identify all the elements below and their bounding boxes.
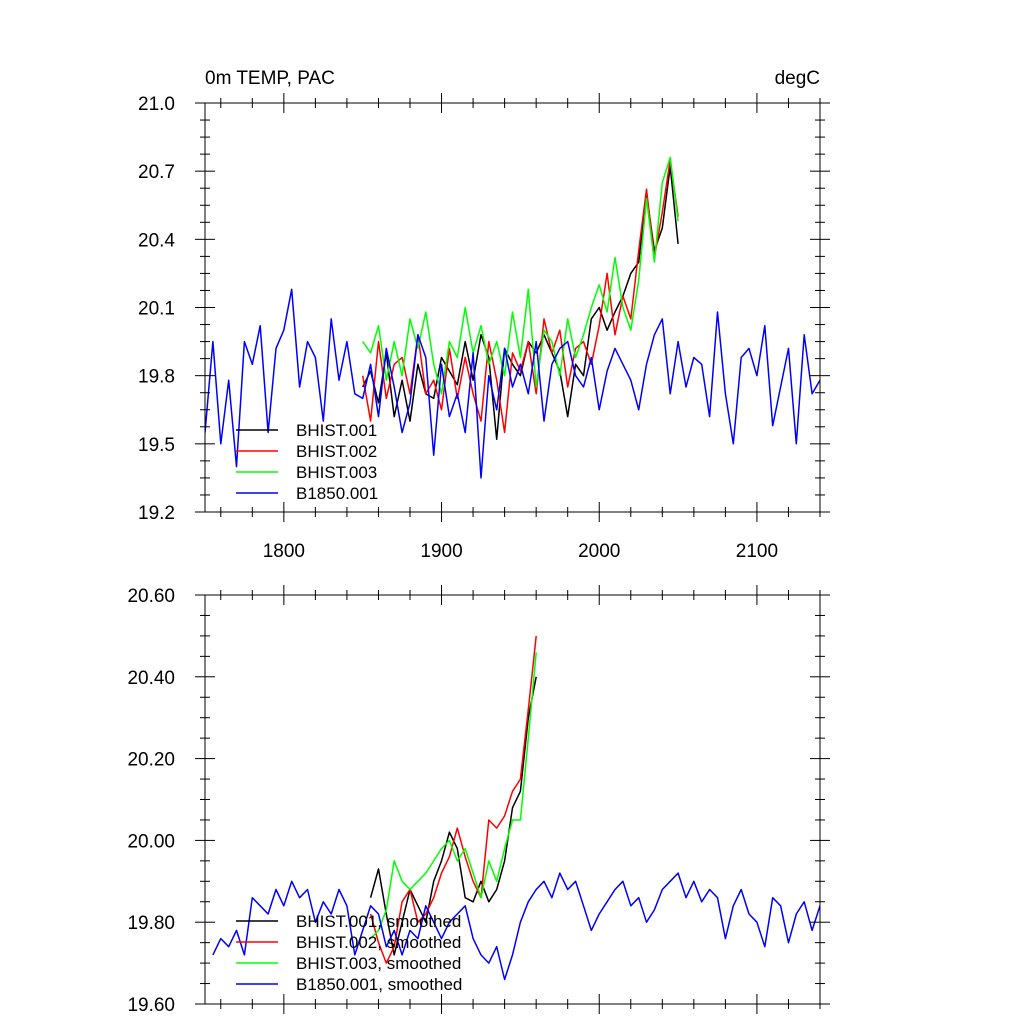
legend-label: B1850.001, smoothed [296, 975, 462, 994]
y-tick-label: 20.20 [127, 750, 175, 771]
series-line-4 [205, 288, 820, 479]
series-line-1 [362, 165, 679, 441]
units-label: degC [775, 68, 820, 89]
y-tick-label: 19.2 [138, 503, 175, 524]
legend: BHIST.001 BHIST.002 BHIST.003 B1850.001 [236, 421, 378, 503]
legend-label: BHIST.001 [296, 421, 377, 440]
legend-label: BHIST.002, smoothed [296, 933, 461, 952]
y-tick-label: 20.00 [127, 831, 175, 852]
x-tick-label: 2100 [736, 541, 778, 562]
legend-label: BHIST.002 [296, 442, 377, 461]
y-tick-label: 19.8 [138, 367, 175, 388]
legend: BHIST.001, smoothed BHIST.002, smoothed BH… [236, 912, 462, 994]
y-tick-label: 20.4 [138, 230, 175, 251]
y-tick-label: 19.80 [127, 913, 175, 934]
y-tick-label: 20.1 [138, 299, 175, 320]
legend-label: BHIST.003 [296, 463, 377, 482]
series-line-3 [370, 652, 537, 940]
x-tick-label: 1900 [420, 541, 462, 562]
legend-label: BHIST.001, smoothed [296, 912, 461, 931]
panel-bottom: 19.60 19.80 20.00 20.20 20.40 20.60 BHIST.001,… [127, 585, 830, 1016]
y-tick-label: 21.0 [138, 94, 175, 115]
series-group [212, 635, 820, 981]
legend-label: B1850.001 [296, 484, 378, 503]
chart-title: 0m TEMP, PAC [205, 68, 335, 89]
panel-top: 19.2 19.5 19.8 20.1 20.4 20.7 21.0 1800 1900 2000… [138, 93, 830, 562]
y-tick-label: 19.60 [127, 995, 175, 1016]
legend-label: BHIST.003, smoothed [296, 954, 461, 973]
series-line-2 [361, 159, 679, 434]
series-line-3 [362, 156, 679, 395]
x-tick-label: 2000 [578, 541, 620, 562]
y-tick-label: 20.7 [138, 162, 175, 183]
series-group [205, 156, 820, 479]
y-tick-label: 20.40 [127, 668, 175, 689]
series-line-4 [212, 872, 820, 981]
y-tick-label: 20.60 [127, 586, 175, 607]
x-tick-label: 1800 [263, 541, 305, 562]
y-tick-label: 19.5 [138, 435, 175, 456]
series-line-2 [369, 635, 537, 964]
